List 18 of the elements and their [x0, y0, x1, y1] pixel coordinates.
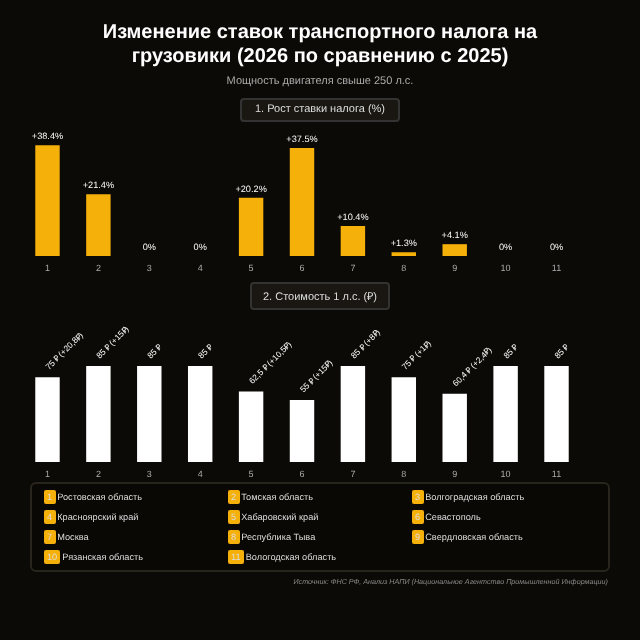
bar [238, 391, 264, 462]
bar [187, 366, 213, 462]
bar [442, 393, 467, 462]
bar [544, 366, 569, 462]
bar [86, 366, 111, 462]
bar [493, 366, 518, 462]
bar [238, 197, 264, 256]
bar [137, 366, 162, 462]
bar [86, 194, 111, 256]
bar [35, 145, 60, 256]
bar [35, 377, 60, 462]
bar [340, 226, 366, 256]
bar [442, 244, 467, 256]
bar [391, 377, 417, 462]
bar [340, 366, 366, 462]
bar [289, 399, 315, 462]
text: Изменение ставок транспортного налога на грузовики (2026 по сравнению с 2025) [100, 22, 540, 70]
bar [289, 147, 315, 256]
